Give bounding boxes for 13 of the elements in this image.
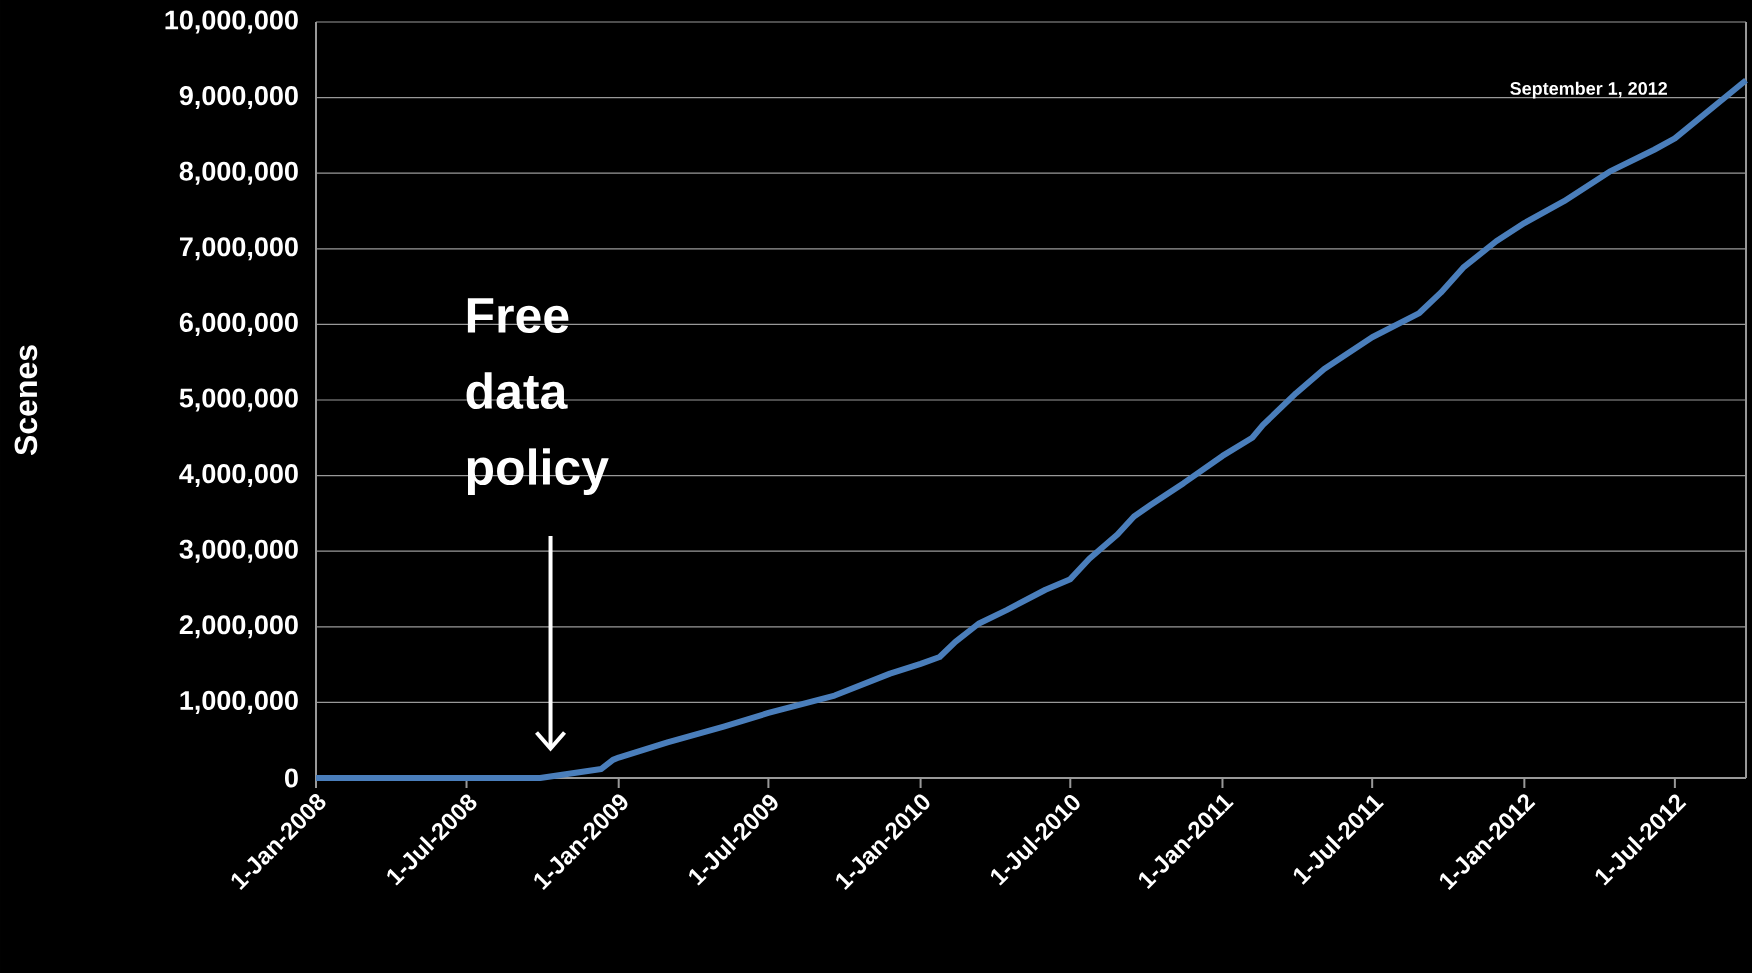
- y-tick-label: 0: [284, 768, 298, 788]
- y-tick-label: 3,000,000: [179, 539, 298, 563]
- y-tick-label: 9,000,000: [179, 86, 298, 110]
- y-tick-label: 4,000,000: [179, 464, 298, 488]
- y-tick-label: 1,000,000: [180, 690, 298, 714]
- y-tick-label: 6,000,000: [179, 312, 298, 336]
- y-tick-label: 10,000,000: [165, 10, 298, 34]
- y-tick-label: 7,000,000: [179, 237, 298, 261]
- annotation: September 1, 2012: [1510, 81, 1667, 99]
- y-tick-label: 2,000,000: [179, 615, 298, 639]
- y-axis-title: Scenes: [14, 345, 38, 456]
- y-tick-label: 8,000,000: [179, 161, 298, 185]
- y-tick-label: 5,000,000: [179, 388, 298, 412]
